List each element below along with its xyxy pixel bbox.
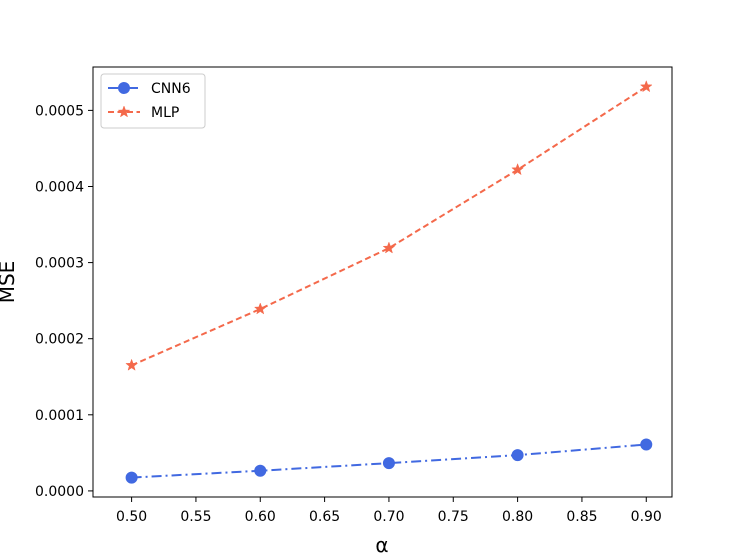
data-point-mlp: [639, 80, 653, 93]
y-tick-label: 0.0001: [35, 408, 84, 424]
data-point-cnn6: [640, 438, 653, 451]
series-layer: [125, 80, 653, 484]
x-tick-label: 0.90: [631, 509, 662, 525]
data-point-cnn6: [511, 449, 524, 462]
legend-marker-cnn6: [118, 82, 130, 94]
x-axis-ticks: 0.50 0.55 0.60 0.65 0.70 0.75 0.80 0.85 0.90: [116, 497, 662, 525]
legend: CNN6 MLP: [100, 73, 206, 129]
x-tick-label: 0.70: [373, 509, 404, 525]
legend-item-cnn6: CNN6: [108, 81, 191, 97]
x-tick-label: 0.50: [116, 509, 147, 525]
x-tick-label: 0.85: [566, 509, 597, 525]
data-point-mlp: [125, 358, 138, 371]
x-tick-label: 0.55: [180, 509, 211, 525]
series-line-mlp: [131, 85, 647, 367]
legend-label-cnn6: CNN6: [151, 81, 191, 97]
data-point-cnn6: [382, 457, 395, 470]
y-axis-label: MSE: [0, 261, 19, 304]
series-cnn6: [125, 438, 653, 484]
y-axis-ticks: 0.0000 0.0001 0.0002 0.0003 0.0004 0.0005: [35, 103, 93, 500]
y-tick-label: 0.0002: [35, 332, 84, 348]
y-tick-label: 0.0004: [35, 179, 84, 195]
data-point-mlp: [511, 163, 524, 176]
legend-label-mlp: MLP: [151, 105, 179, 121]
x-axis-label: α: [375, 533, 388, 557]
y-tick-label: 0.0000: [35, 484, 84, 500]
data-point-mlp: [382, 241, 396, 254]
x-tick-label: 0.60: [245, 509, 276, 525]
y-tick-label: 0.0003: [35, 256, 84, 272]
legend-item-mlp: MLP: [108, 105, 179, 121]
data-point-cnn6: [125, 471, 138, 484]
series-line-cnn6: [131, 443, 647, 479]
data-point-mlp: [253, 302, 267, 315]
x-tick-label: 0.80: [502, 509, 533, 525]
plot-area-frame: [92, 66, 673, 498]
x-tick-label: 0.75: [438, 509, 469, 525]
x-tick-label: 0.65: [309, 509, 340, 525]
data-point-cnn6: [254, 464, 267, 477]
y-tick-label: 0.0005: [35, 103, 84, 119]
series-mlp: [125, 80, 653, 371]
legend-marker-mlp: [117, 105, 131, 118]
